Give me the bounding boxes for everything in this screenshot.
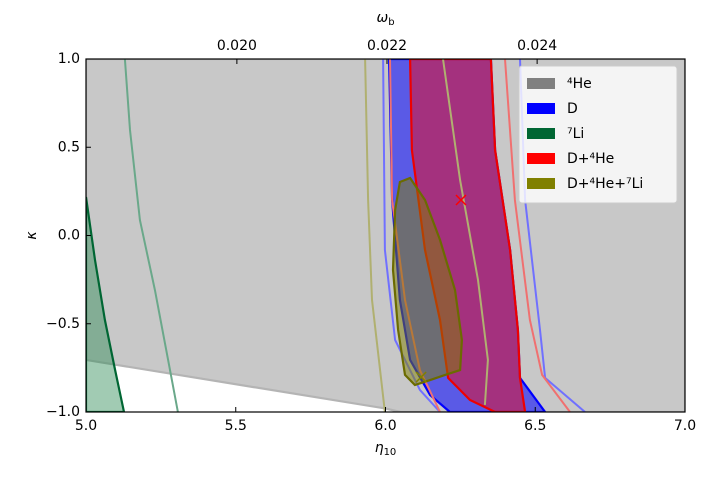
x-tick-label: 5.5	[225, 418, 247, 434]
x2-axis-label: ωb	[376, 10, 394, 28]
contour-region	[391, 176, 464, 387]
y-tick-label: 0.0	[58, 228, 80, 244]
x-axis-label-symbol: η	[375, 440, 384, 456]
x-axis-label: η10	[375, 440, 397, 458]
x-tick-label: 7.0	[674, 418, 696, 434]
legend-swatch	[527, 178, 555, 189]
legend-label: ⁷Li	[567, 126, 584, 142]
y-tick-label: −1.0	[46, 404, 80, 420]
x-tick-label: 5.0	[75, 418, 97, 434]
x-axis-label-subscript: 10	[384, 447, 397, 458]
outer-contour	[123, 59, 179, 412]
x2-tick-label: 0.020	[217, 38, 257, 54]
contour-region	[86, 196, 126, 412]
best-fit-marker	[415, 371, 427, 383]
outer-contour	[364, 59, 489, 412]
legend-swatch	[527, 78, 555, 89]
legend-label: D	[567, 101, 578, 117]
x-tick-label: 6.0	[374, 418, 396, 434]
legend-swatch	[527, 153, 555, 164]
y-axis-label: κ	[24, 231, 40, 240]
x2-tick-label: 0.024	[517, 38, 557, 54]
y-tick-label: −0.5	[46, 316, 80, 332]
x2-axis-label-symbol: ω	[376, 10, 388, 26]
legend-label: D+⁴He	[567, 151, 614, 167]
x2-tick-label: 0.022	[367, 38, 407, 54]
y-tick-label: 0.5	[58, 139, 80, 155]
legend-swatch	[527, 128, 555, 139]
legend-label: ⁴He	[567, 76, 592, 92]
legend-swatch	[527, 103, 555, 114]
legend-label: D+⁴He+⁷Li	[567, 176, 643, 192]
x2-axis-label-subscript: b	[388, 17, 394, 28]
x-tick-label: 6.5	[524, 418, 546, 434]
legend-box	[518, 65, 678, 204]
best-fit-marker	[455, 194, 467, 206]
y-tick-label: 1.0	[58, 51, 80, 67]
